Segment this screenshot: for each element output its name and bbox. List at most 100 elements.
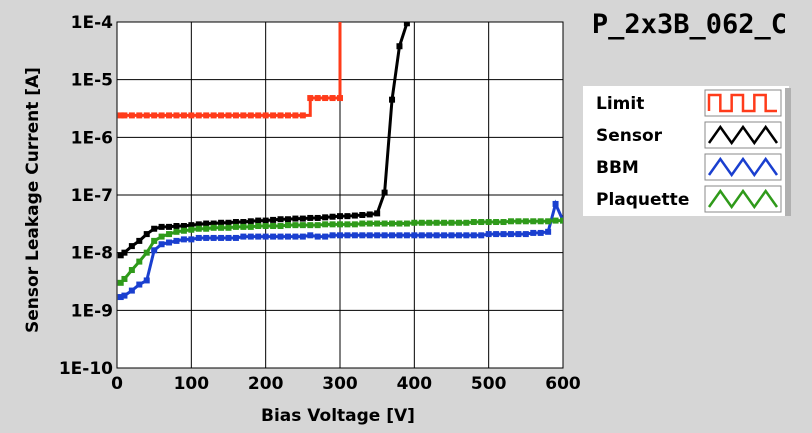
data-point [225,219,232,226]
data-point [195,221,202,228]
data-point [381,220,388,227]
data-point [270,223,277,230]
data-point [329,213,336,220]
data-point [203,220,210,227]
data-point [299,233,306,240]
data-point [418,232,425,239]
data-point [166,223,173,230]
data-point [455,232,462,239]
data-point [188,112,195,119]
legend-scrollbar[interactable] [785,88,791,216]
data-point [537,229,544,236]
data-point [255,233,262,240]
data-point [314,233,321,240]
x-tick-label: 300 [322,374,358,394]
data-point [522,218,529,225]
data-point [128,287,135,294]
data-point [500,231,507,238]
data-point [262,217,269,224]
data-point [366,232,373,239]
data-point [463,232,470,239]
data-point [329,221,336,228]
y-tick-label: 1E-6 [71,128,113,148]
x-tick-label: 600 [545,374,581,394]
data-point [180,227,187,234]
legend-label: Sensor [596,126,663,146]
data-point [247,218,254,225]
data-point [441,219,448,226]
data-point [210,224,217,231]
data-point [344,232,351,239]
data-point [530,229,537,236]
data-point [232,219,239,226]
data-point [307,222,314,229]
grid [116,21,564,369]
chart-title: P_2x3B_062_C [592,9,787,40]
data-point [180,223,187,230]
data-point [500,219,507,226]
data-point [292,215,299,222]
data-point [299,215,306,222]
x-tick-label: 400 [397,374,433,394]
data-point [255,112,262,119]
data-point [396,43,403,50]
data-point [478,219,485,226]
triangle-wave-icon [707,156,779,178]
data-point [284,233,291,240]
data-point [314,222,321,229]
x-tick-label: 500 [471,374,507,394]
data-point [247,112,254,119]
y-axis-label: Sensor Leakage Current [A] [23,67,43,333]
data-point [158,241,165,248]
data-point [188,226,195,233]
y-tick-label: 1E-10 [59,359,113,379]
data-point [128,243,135,250]
data-point [299,112,306,119]
data-point [337,221,343,228]
data-point [381,232,388,239]
data-point [493,219,500,226]
data-point [359,211,366,218]
data-point [374,232,381,239]
data-point [522,231,529,238]
data-point [284,216,291,223]
data-point [240,219,247,226]
data-point [277,112,284,119]
triangle-wave-icon [707,188,779,210]
data-point [545,228,552,235]
square-wave-icon [707,93,777,113]
data-point [292,222,299,229]
data-point [329,95,336,102]
data-point [121,249,128,256]
data-point [545,218,552,225]
data-point [203,234,210,241]
data-point [166,231,173,238]
x-tick-label: 0 [111,374,123,394]
data-point [195,112,202,119]
series-sensor [117,22,410,259]
data-point [277,223,284,230]
data-point [210,234,217,241]
data-point [493,231,500,238]
triangle-wave-icon [707,124,779,146]
series-bbm [117,199,563,301]
data-point [277,216,284,223]
data-point [225,224,232,231]
data-point [485,219,492,226]
data-point [426,219,433,226]
data-point [411,232,418,239]
data-point [173,223,180,230]
data-point [158,233,165,240]
series-line [119,22,409,257]
data-point [117,294,124,301]
data-point [470,232,477,239]
data-point [270,233,277,240]
data-point [351,232,358,239]
data-point [270,216,277,223]
data-point [284,112,291,119]
data-point [307,232,314,239]
y-tick-label: 1E-4 [71,13,113,33]
data-point [337,213,343,220]
data-point [166,112,173,119]
